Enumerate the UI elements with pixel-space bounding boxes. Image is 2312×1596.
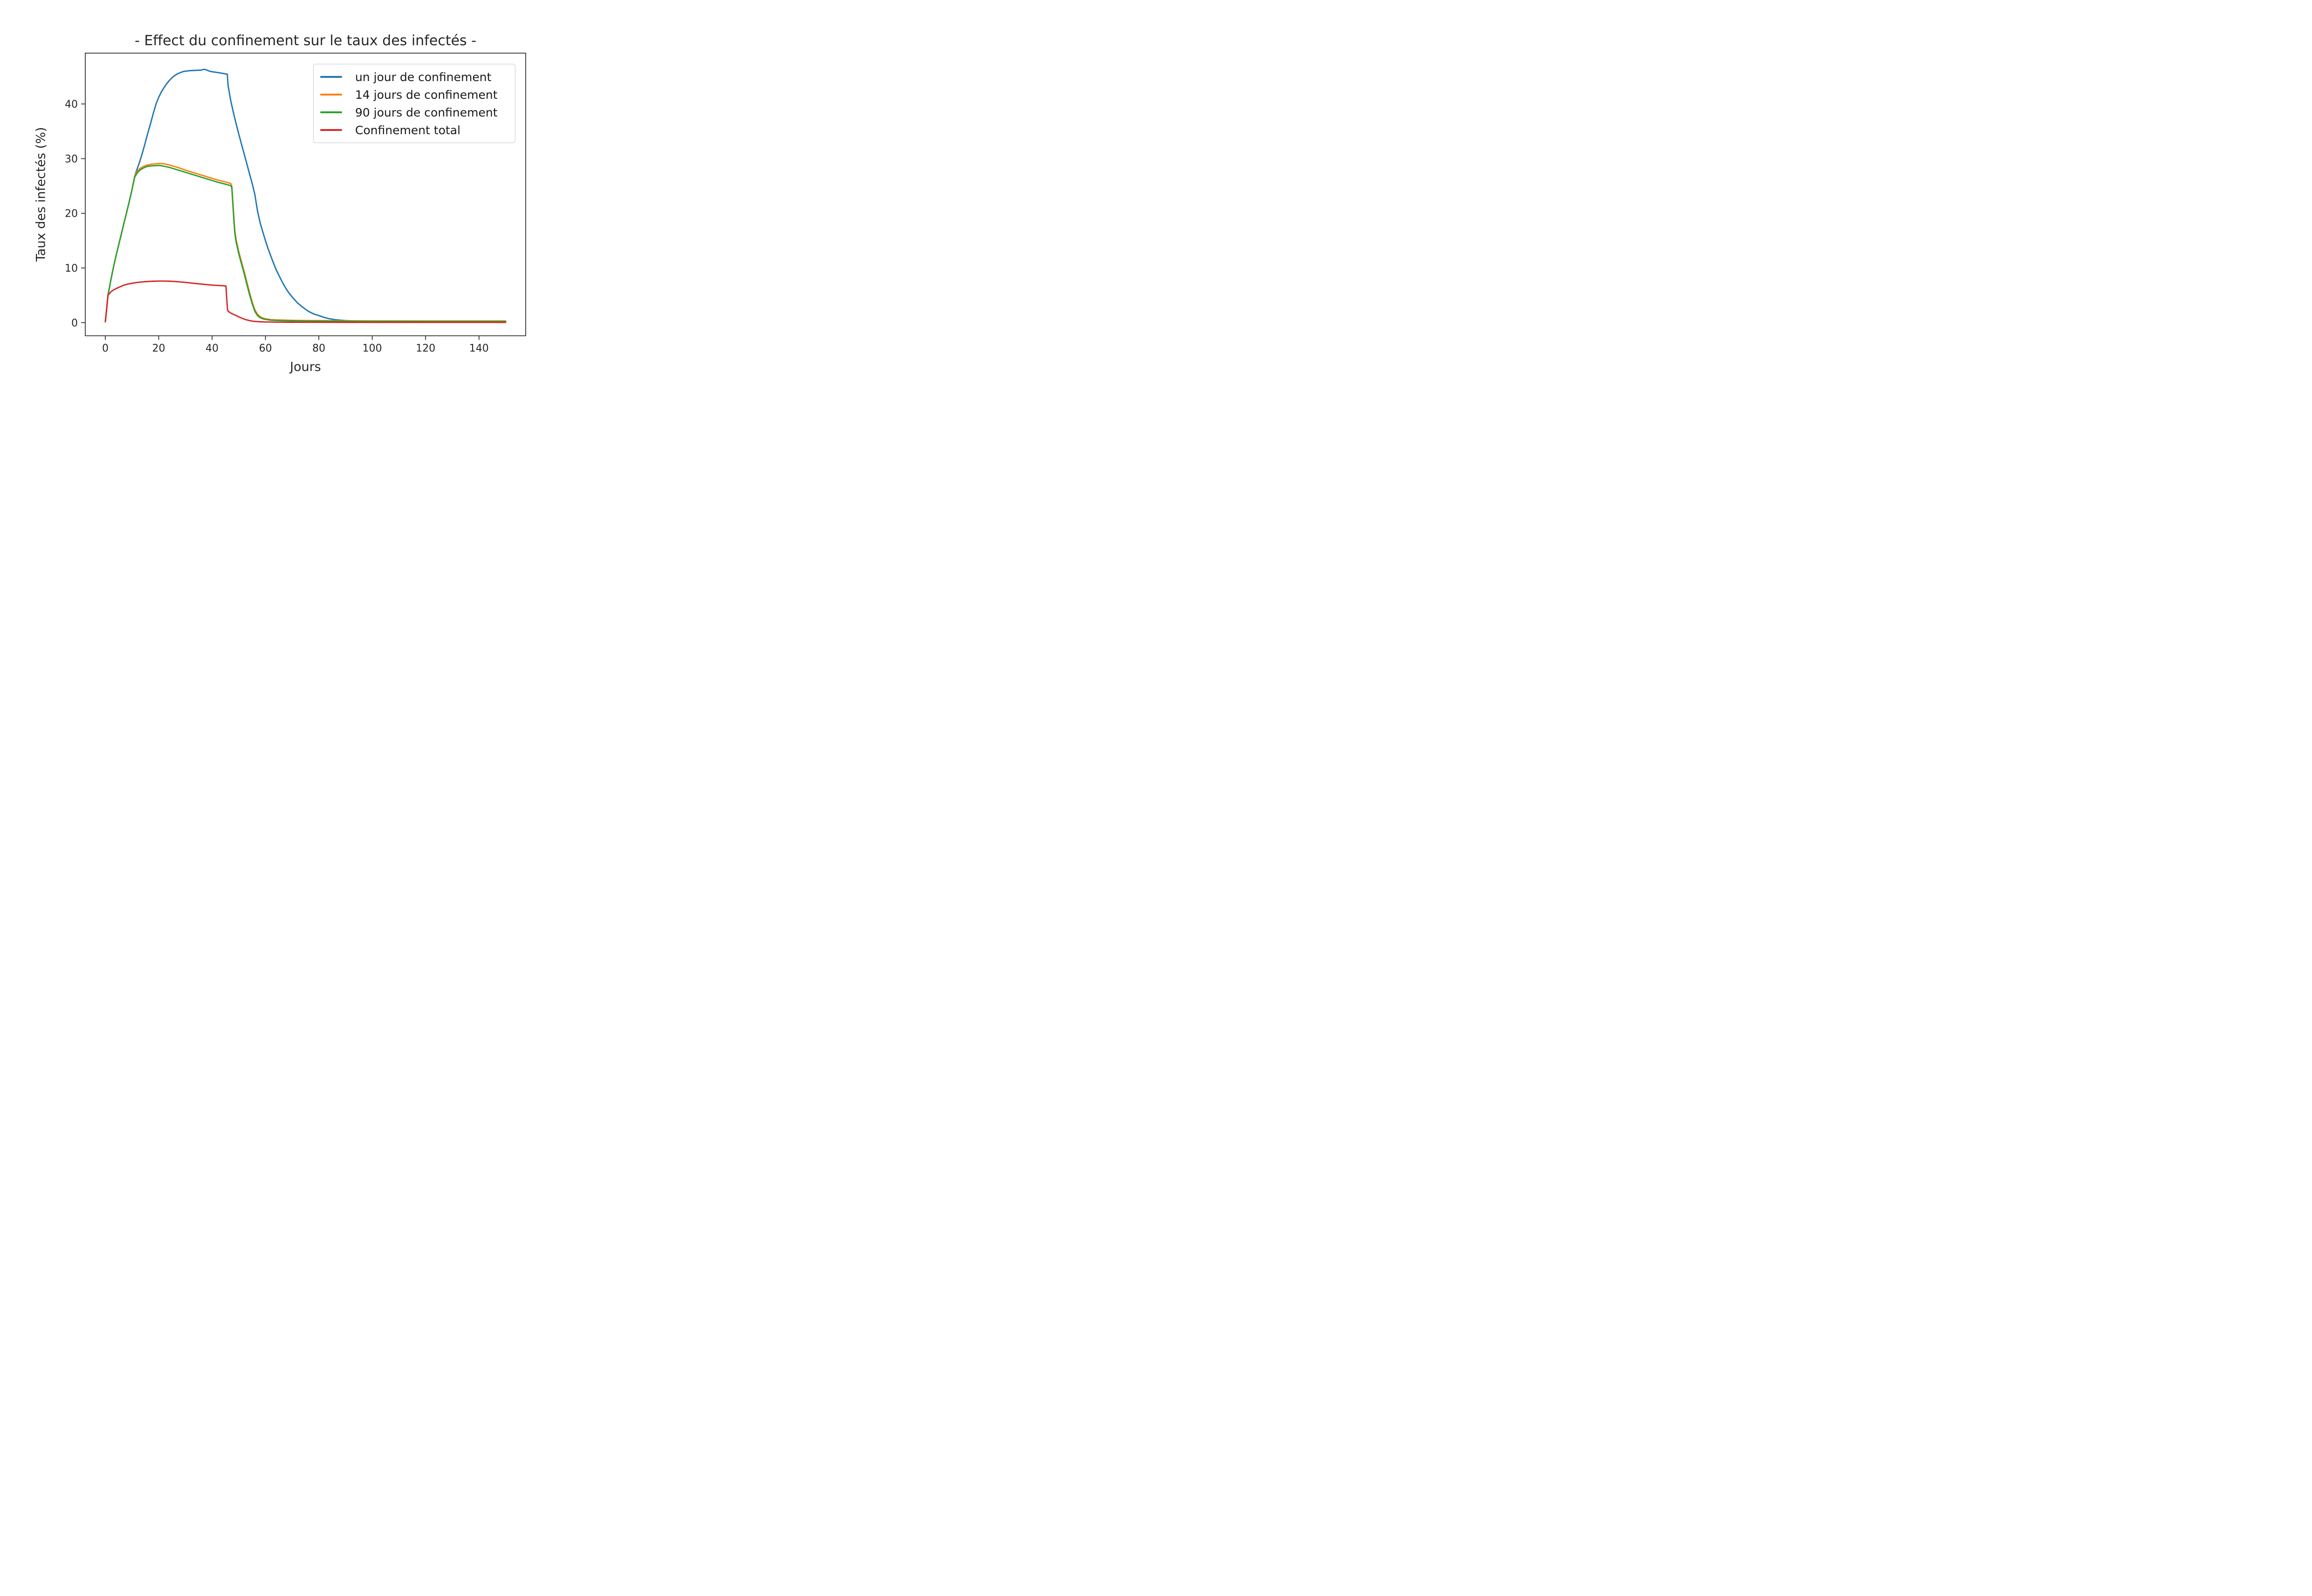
x-tick-label: 40	[206, 343, 219, 355]
figure-canvas: - Effect du confinement sur le taux des …	[0, 0, 578, 399]
legend-item-1: 14 jours de confinement	[320, 89, 510, 101]
legend: un jour de confinement 14 jours de confin…	[313, 64, 515, 143]
legend-label: un jour de confinement	[355, 70, 492, 84]
chart-title: - Effect du confinement sur le taux des …	[134, 33, 477, 49]
x-tick-label: 140	[469, 343, 489, 355]
x-tick-label: 20	[152, 343, 165, 355]
x-tick-label: 80	[312, 343, 325, 355]
y-tick-label: 10	[65, 263, 78, 274]
y-tick-label: 20	[65, 208, 78, 220]
legend-swatch-icon	[320, 111, 342, 113]
plot-frame	[85, 53, 526, 336]
legend-label: Confinement total	[355, 123, 461, 137]
series-line-0	[104, 68, 507, 323]
series-line-1	[104, 163, 507, 323]
y-tick-label: 30	[65, 153, 78, 165]
series-line-3	[104, 280, 507, 323]
legend-label: 14 jours de confinement	[355, 88, 498, 102]
x-tick-label: 120	[416, 343, 435, 355]
legend-item-2: 90 jours de confinement	[320, 107, 510, 118]
legend-item-0: un jour de confinement	[320, 71, 510, 83]
legend-label: 90 jours de confinement	[355, 105, 498, 119]
legend-item-3: Confinement total	[320, 124, 510, 136]
x-axis-label: Jours	[290, 360, 321, 374]
series-line-2	[104, 164, 507, 323]
legend-swatch-icon	[320, 94, 342, 96]
plot-area: 0 20 40 60 80 100 120 140 0 10 20 30 40	[65, 53, 526, 355]
legend-swatch-icon	[320, 129, 342, 131]
y-tick-label: 40	[65, 99, 78, 110]
x-tick-label: 0	[102, 343, 109, 355]
x-tick-label: 100	[363, 343, 382, 355]
y-tick-label: 0	[71, 317, 78, 329]
legend-swatch-icon	[320, 76, 342, 78]
y-axis-label: Taux des infectés (%)	[34, 127, 48, 262]
x-tick-label: 60	[259, 343, 272, 355]
